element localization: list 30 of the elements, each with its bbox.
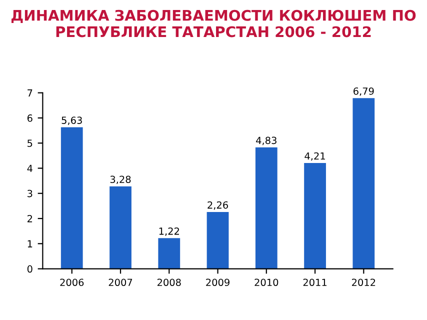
x-tick-label: 2009 — [206, 278, 230, 286]
x-tick-label: 2011 — [303, 278, 327, 286]
bar — [352, 98, 375, 269]
y-tick-label: 7 — [28, 89, 32, 96]
y-tick-label: 5 — [28, 140, 32, 147]
y-tick-label: 3 — [28, 190, 32, 198]
bar — [60, 127, 83, 269]
data-label: 4,21 — [304, 152, 325, 161]
data-label: 3,28 — [110, 176, 131, 184]
x-tick-label: 2010 — [254, 278, 278, 286]
y-tick-label: 4 — [27, 164, 32, 172]
x-tick-label: 2012 — [352, 278, 376, 286]
y-tick-label: 0 — [27, 265, 32, 273]
data-label: 5,63 — [62, 116, 82, 125]
data-label: 2,26 — [208, 201, 228, 210]
bar — [110, 186, 132, 269]
y-tick-label: 1 — [28, 240, 32, 248]
bar — [255, 147, 278, 269]
bar — [206, 212, 229, 269]
x-tick-label: 2007 — [108, 278, 132, 286]
chart-title: ДИНАМИКА ЗАБОЛЕВАЕМОСТИ КОКЛЮШЕМ ПО РЕСПУБЛИКЕ ТАТАРСТАН 2006 - 2012 — [11, 10, 416, 38]
bar — [158, 238, 180, 269]
data-label: 6,79 — [354, 87, 374, 96]
bar — [304, 162, 326, 269]
x-tick-label: 2008 — [157, 278, 181, 286]
y-tick-label: 2 — [28, 214, 32, 222]
y-tick-label: 6 — [27, 114, 32, 122]
data-label: 1,22 — [159, 228, 179, 236]
data-label: 4,83 — [256, 136, 276, 146]
x-tick-label: 2006 — [60, 278, 84, 286]
